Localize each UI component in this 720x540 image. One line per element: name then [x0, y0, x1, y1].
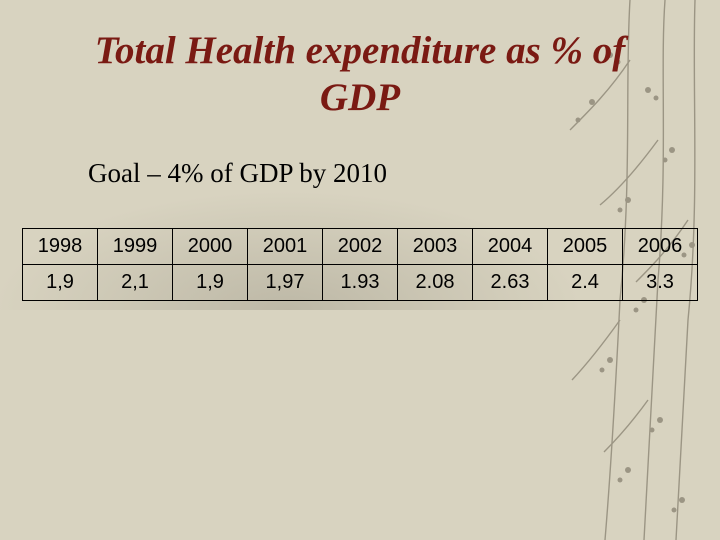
table-cell: 1.93	[323, 265, 398, 301]
table-cell: 1,97	[248, 265, 323, 301]
table-cell: 2.08	[398, 265, 473, 301]
table-row: 1998 1999 2000 2001 2002 2003 2004 2005 …	[23, 229, 698, 265]
table-cell: 2,1	[98, 265, 173, 301]
table-cell: 3.3	[623, 265, 698, 301]
slide-subtitle: Goal – 4% of GDP by 2010	[88, 158, 387, 189]
table-cell: 2005	[548, 229, 623, 265]
data-table: 1998 1999 2000 2001 2002 2003 2004 2005 …	[22, 228, 698, 301]
table-cell: 1999	[98, 229, 173, 265]
table-cell: 2006	[623, 229, 698, 265]
slide-title: Total Health expenditure as % of GDP	[0, 28, 720, 122]
table-cell: 2.4	[548, 265, 623, 301]
table-cell: 2.63	[473, 265, 548, 301]
table-cell: 2000	[173, 229, 248, 265]
table-cell: 2003	[398, 229, 473, 265]
table-cell: 2001	[248, 229, 323, 265]
table-cell: 1998	[23, 229, 98, 265]
table-cell: 1,9	[173, 265, 248, 301]
table-cell: 1,9	[23, 265, 98, 301]
table-cell: 2002	[323, 229, 398, 265]
table-row: 1,9 2,1 1,9 1,97 1.93 2.08 2.63 2.4 3.3	[23, 265, 698, 301]
table-cell: 2004	[473, 229, 548, 265]
